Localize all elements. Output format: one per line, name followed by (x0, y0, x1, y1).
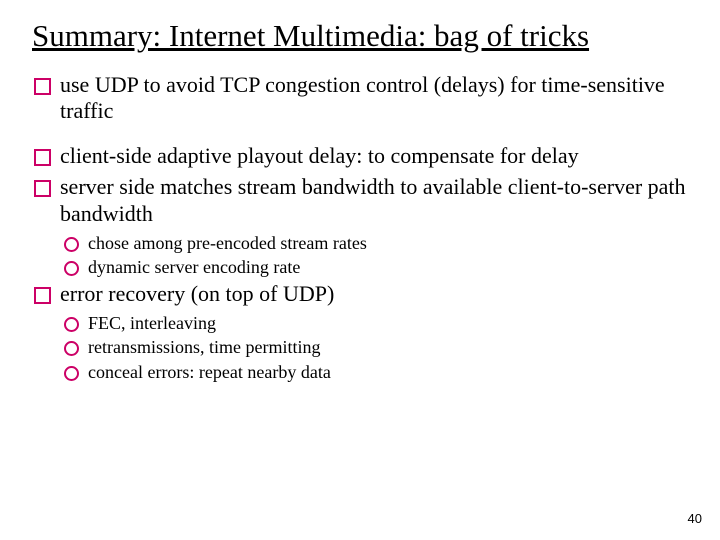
bullet-item: client-side adaptive playout delay: to c… (32, 143, 688, 170)
bullet-text: client-side adaptive playout delay: to c… (60, 143, 579, 168)
page-number: 40 (688, 511, 702, 526)
sub-bullet-item: chose among pre-encoded stream rates (32, 232, 688, 255)
bullet-text: use UDP to avoid TCP congestion control … (60, 72, 665, 124)
bullet-gap (32, 129, 688, 143)
sub-bullet-list: chose among pre-encoded stream ratesdyna… (32, 232, 688, 279)
bullet-list: use UDP to avoid TCP congestion control … (32, 72, 688, 383)
sub-bullet-item: retransmissions, time permitting (32, 336, 688, 359)
bullet-text: error recovery (on top of UDP) (60, 281, 334, 306)
sub-bullet-item: dynamic server encoding rate (32, 256, 688, 279)
bullet-item: server side matches stream bandwidth to … (32, 174, 688, 228)
sub-bullet-item: FEC, interleaving (32, 312, 688, 335)
sub-bullet-item: conceal errors: repeat nearby data (32, 361, 688, 384)
bullet-text: server side matches stream bandwidth to … (60, 174, 686, 226)
slide-title: Summary: Internet Multimedia: bag of tri… (32, 18, 688, 54)
sub-bullet-list: FEC, interleavingretransmissions, time p… (32, 312, 688, 384)
bullet-item: use UDP to avoid TCP congestion control … (32, 72, 688, 126)
bullet-item: error recovery (on top of UDP) (32, 281, 688, 308)
